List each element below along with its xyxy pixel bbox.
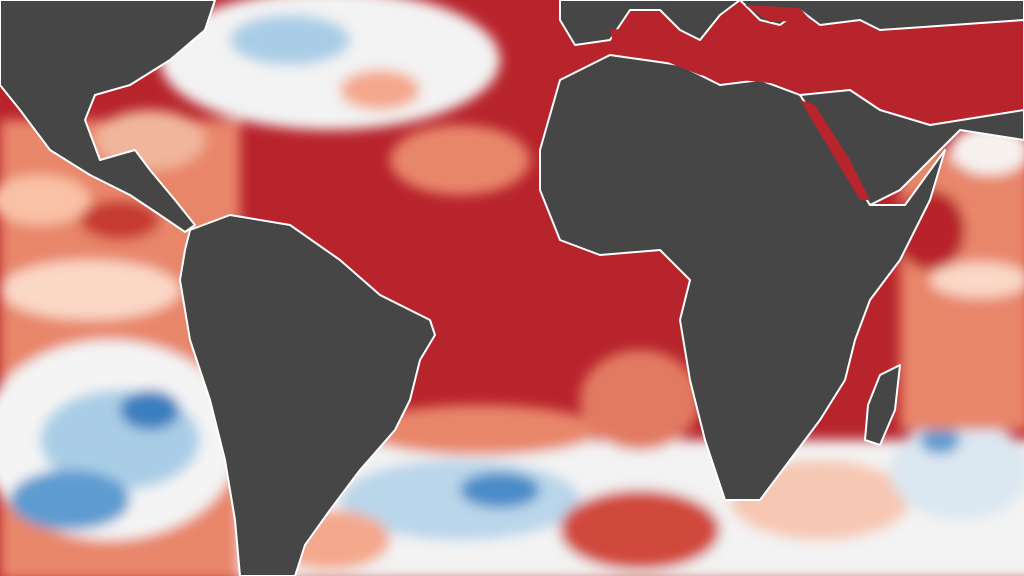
arabia xyxy=(799,0,1024,206)
madagascar xyxy=(864,364,901,446)
south-america xyxy=(179,214,436,576)
black-sea xyxy=(745,5,810,22)
mediterranean xyxy=(610,25,800,85)
inland-seas xyxy=(610,5,870,200)
europe xyxy=(559,0,1024,46)
red-sea xyxy=(800,100,870,200)
north-america xyxy=(0,0,216,233)
